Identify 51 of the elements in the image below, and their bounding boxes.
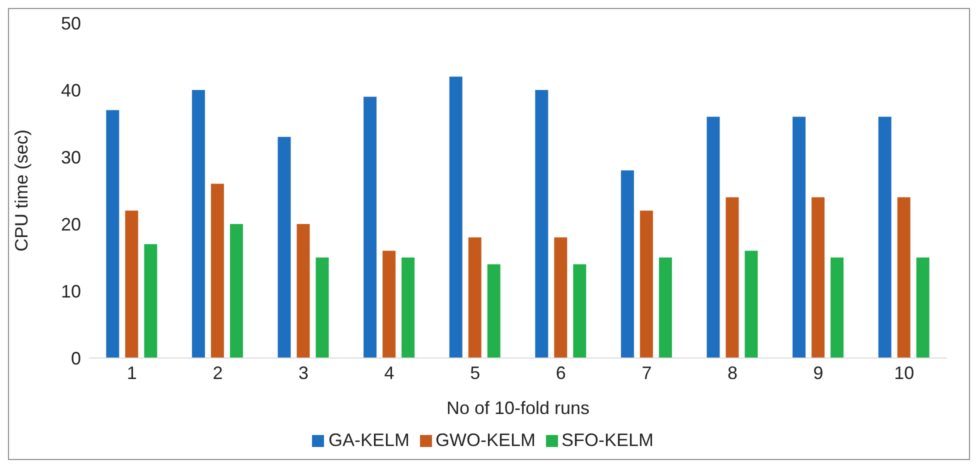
bar <box>792 116 806 358</box>
x-tick-label: 7 <box>642 362 652 383</box>
bar <box>640 210 653 358</box>
y-tick-label: 10 <box>60 281 81 302</box>
bar <box>897 197 910 358</box>
bar <box>106 110 120 358</box>
bar <box>230 224 243 358</box>
bar <box>620 170 634 358</box>
bar <box>744 250 758 358</box>
bar <box>554 237 568 358</box>
bar <box>468 237 482 358</box>
bar <box>706 116 720 358</box>
y-tick-label: 0 <box>70 348 81 368</box>
bar <box>296 224 310 358</box>
bar <box>487 264 500 358</box>
bar <box>278 136 291 358</box>
y-tick-label: 50 <box>60 13 81 34</box>
x-axis-title: No of 10-fold runs <box>446 398 590 418</box>
bar <box>402 258 415 358</box>
x-tick-label: 8 <box>727 362 738 383</box>
bar <box>878 116 892 358</box>
legend-label: SFO-KELM <box>562 430 654 450</box>
y-tick-label: 40 <box>60 80 81 100</box>
x-tick-label: 4 <box>384 362 394 383</box>
y-axis-title: CPU time (sec) <box>11 129 32 252</box>
bar <box>316 258 329 358</box>
bar <box>830 258 844 358</box>
bar <box>658 258 672 358</box>
bar <box>144 244 158 358</box>
x-tick-label: 5 <box>470 362 480 383</box>
bar <box>382 250 396 358</box>
bar <box>192 90 205 358</box>
y-tick-label: 30 <box>60 147 81 168</box>
legend-label: GWO-KELM <box>436 430 536 450</box>
x-tick-label: 9 <box>813 362 824 383</box>
bar <box>125 210 138 358</box>
bar <box>364 96 377 358</box>
x-tick-label: 1 <box>126 362 137 383</box>
bar <box>916 258 930 358</box>
bar <box>449 76 462 358</box>
bar <box>535 90 548 358</box>
x-tick-label: 10 <box>894 362 914 383</box>
bar <box>210 184 224 358</box>
y-tick-label: 20 <box>60 214 81 234</box>
bar <box>812 197 825 358</box>
x-tick-label: 3 <box>298 362 309 383</box>
bar <box>573 264 586 358</box>
bar <box>726 197 739 358</box>
x-tick-label: 6 <box>556 362 566 383</box>
legend-label: GA-KELM <box>328 430 410 450</box>
x-tick-label: 2 <box>212 362 223 383</box>
